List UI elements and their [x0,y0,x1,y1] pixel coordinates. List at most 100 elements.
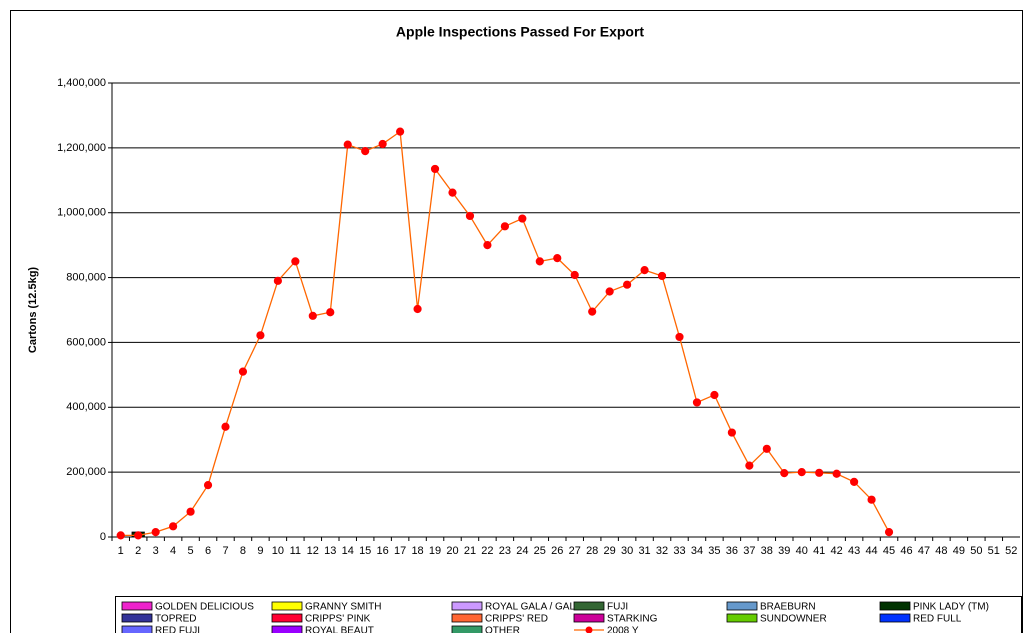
legend-swatch [121,601,153,611]
x-tick-label: 39 [778,545,790,557]
x-tick-label: 31 [638,545,650,557]
marker [238,367,248,376]
marker [291,257,300,266]
legend-swatch [121,613,153,623]
x-tick-label: 35 [708,545,720,557]
marker [169,522,178,531]
marker [588,307,597,316]
marker [308,311,317,320]
chart-title: Apple Inspections Passed For Export [396,24,645,40]
x-tick-label: 44 [865,545,877,557]
x-tick-label: 23 [499,545,511,557]
x-tick-label: 15 [359,545,371,557]
marker [727,428,736,437]
y-tick-label: 200,000 [66,466,106,478]
x-tick-label: 26 [551,545,563,557]
marker [430,164,440,174]
marker [203,481,213,490]
x-tick-label: 47 [918,545,930,557]
legend-swatch [726,613,758,623]
marker [797,468,806,477]
x-tick-label: 41 [813,545,825,557]
marker [867,495,876,504]
marker [570,270,579,280]
x-tick-label: 49 [953,545,965,557]
legend-swatch [271,613,303,623]
legend-label: ROYAL GALA / GALA [485,602,582,613]
legend-label: RED FULL [913,614,962,625]
marker [500,222,509,231]
x-tick-label: 11 [290,545,301,557]
legend-label: GRANNY SMITH [305,602,382,613]
x-tick-label: 2 [135,545,141,557]
legend-label: TOPRED [155,614,197,625]
x-tick-label: 22 [481,545,493,557]
legend-label: CRIPPS' RED [485,614,548,625]
legend-swatch [451,625,483,633]
y-axis-label: Cartons (12.5kg) [27,267,39,354]
x-tick-label: 43 [848,545,860,557]
y-tick-label: 0 [100,531,106,543]
x-tick-label: 18 [411,545,423,557]
x-tick-label: 1 [118,545,124,557]
marker [326,308,335,317]
marker [535,257,544,266]
marker [623,280,632,289]
x-tick-label: 13 [324,545,336,557]
legend-label: 2008 Y [607,626,639,633]
legend-label: STARKING [607,614,658,625]
x-tick-label: 33 [673,545,685,557]
x-tick-label: 51 [988,545,1000,557]
y-tick-label: 400,000 [66,401,106,413]
marker [273,276,282,285]
legend-label: OTHER [485,626,520,633]
legend-swatch [879,613,911,623]
x-tick-label: 42 [831,545,843,557]
legend-swatch [271,625,303,633]
legend-label: ROYAL BEAUT [305,626,374,633]
marker [134,531,143,540]
x-tick-label: 37 [743,545,755,557]
legend-swatch [573,613,605,623]
x-tick-label: 46 [900,545,912,557]
marker [762,444,771,453]
marker [343,140,352,149]
legend-box [115,596,1022,633]
x-tick-label: 21 [464,545,476,557]
marker [710,390,719,400]
marker [413,304,422,314]
x-tick-label: 4 [170,545,176,557]
marker [378,139,387,149]
x-tick-label: 7 [222,545,228,557]
y-tick-label: 800,000 [66,271,106,283]
legend-swatch [451,613,483,623]
x-tick-label: 32 [656,545,668,557]
marker [675,332,684,342]
marker [518,214,527,223]
legend-swatch [879,601,911,611]
x-tick-label: 34 [691,545,703,557]
x-tick-label: 52 [1005,545,1017,557]
marker [692,398,702,407]
x-tick-label: 9 [257,545,263,557]
y-tick-label: 1,400,000 [57,77,106,89]
x-tick-label: 16 [377,545,389,557]
legend-label: GOLDEN DELICIOUS [155,602,254,613]
x-tick-label: 19 [429,545,441,557]
x-tick-label: 6 [205,545,211,557]
x-tick-label: 10 [272,545,284,557]
marker [256,331,265,340]
marker [361,147,370,156]
marker [553,254,562,263]
x-tick-label: 29 [604,545,616,557]
marker [483,241,492,250]
marker [186,507,195,516]
x-tick-label: 30 [621,545,633,557]
x-tick-label: 38 [761,545,773,557]
legend-label: BRAEBURN [760,602,816,613]
marker [221,422,230,431]
x-tick-label: 24 [516,545,528,557]
marker [465,211,475,221]
marker [780,469,789,478]
